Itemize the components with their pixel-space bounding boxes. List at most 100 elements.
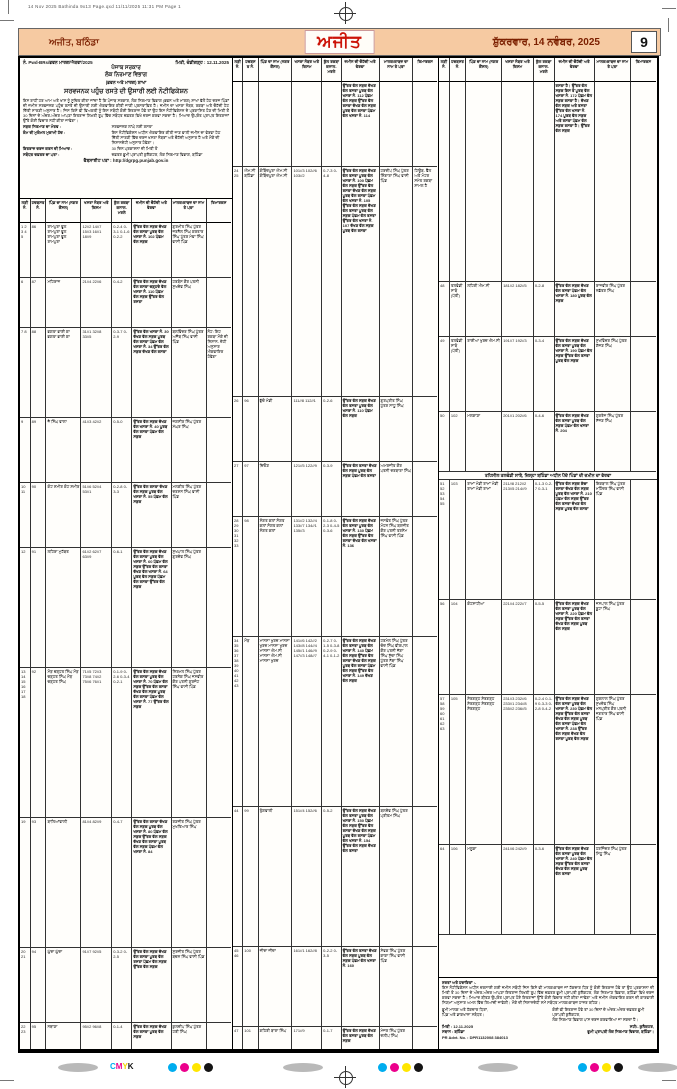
table-row: 22 23 95 ਨਥਾਣਾ 95//2 96//8 0-1-4 ਉੱਤਰ ਵੱਲ ਸੜਕ… xyxy=(20,1023,232,1049)
table-cell: 13 14 15 16 17 18 xyxy=(20,668,31,818)
column-right: ਲੜੀ ਨੰ. ਹਦਬਸਤ ਨੰ. ਪਿੰਡ ਦਾ ਨਾਮ (ਨਗਰ ਕੌਂਸਲ) ਖ… xyxy=(439,58,657,1049)
table-cell xyxy=(206,418,231,483)
table-cell: 106 xyxy=(449,845,467,935)
table-row: ਉੱਤਰ ਵੱਲ ਸੜਕ ਦੱਖਣ ਵੱਲ ਰਸਤਾ ਪੂਰਬ ਵੱਲ ਖਸਰਾ… xyxy=(233,82,438,167)
color-dot-mark xyxy=(180,1063,189,1072)
kv-value: ਇਸ ਨੋਟੀਫਿਕੇਸ਼ਨ ਅਧੀਨ ਐਕਵਾਇਰ ਕੀਤੀ ਜਾਣ ਵਾਲੀ… xyxy=(111,130,221,145)
color-dot-mark xyxy=(402,1063,411,1072)
table-cell: ਮੌੜ ਚੜ੍ਹਤ ਸਿੰਘ ਮੌੜ ਚੜ੍ਹਤ ਸਿੰਘ ਮੌੜ ਚੜ੍ਹਤ … xyxy=(46,668,82,818)
table-cell: ਰਾਮਪੁਰਾ ਫੂਲ ਰਾਮਪੁਰਾ ਫੂਲ ਰਾਮਪੁਰਾ ਫੂਲ ਰਾਮਪ… xyxy=(46,223,82,278)
table-cell: 0-2-4 0-3-1 0-1-6 0-2-2 xyxy=(112,223,133,278)
table-cell: 86 xyxy=(30,223,47,278)
table-cell: ਸੁਰਜੀਤ ਸਿੰਘ ਪੁੱਤਰ ਬਚਨ ਸਿੰਘ ਵਾਸੀ ਪਿੰਡ xyxy=(171,948,207,1023)
table-cell: 0-4-2 xyxy=(112,278,133,328)
table-row: 45 46 100 ਜੀਦਾ ਜੀਦਾ 161//1 162//8 0-2-2 0-3-… xyxy=(233,947,438,1027)
table-cell xyxy=(206,278,231,328)
table-cell: ਉੱਤਰ ਵੱਲ ਰਸਤਾ ਦੱਖਣ ਵੱਲ ਸੜਕ ਪੂਰਬ ਵੱਲ ਖਸਰਾ… xyxy=(132,483,172,548)
table-cell xyxy=(206,483,231,548)
crop-mark xyxy=(0,1080,14,1081)
table-cell: ਪਿੰਡ ਦਾ ਨਾਮ (ਨਗਰ ਕੌਂਸਲ) xyxy=(466,58,503,82)
signature-block: ਕੋਈ ਵੀ ਇਤਰਾਜ਼ ਹੋਵੇ ਤਾਂ 30 ਦਿਨਾਂ ਦੇ ਅੰਦਰ-… xyxy=(552,1007,654,1022)
table-cell: ਨਿਰਮਲ ਸਿੰਘ ਪੁੱਤਰ ਹਰਨੇਕ ਸਿੰਘ ਜਸਵੀਰ ਕੌਰ ਪਤ… xyxy=(171,668,207,818)
table-cell: 0-2-6 xyxy=(322,397,342,462)
table-cell: 0-3-2 0-2-5 xyxy=(112,948,133,1023)
table-cell: ਮਲਕੀਤ ਸਿੰਘ ਪੁੱਤਰ ਦਰਸ਼ਨ ਸਿੰਘ ਵਾਸੀ ਪਿੰਡ xyxy=(171,483,207,548)
table-cell xyxy=(413,637,437,807)
masthead-bar: ਅਜੀਤ, ਬਠਿੰਡਾ ਅਜੀਤ ਸ਼ੁੱਕਰਵਾਰ, 14 ਨਵੰਬਰ, 2… xyxy=(18,28,661,56)
table-row: 56 104 ਕੋਟਸ਼ਾਹੀਆ 221//4 222//7 0-5-5 ਉੱਤਰ ਵੱਲ… xyxy=(439,600,657,695)
notice-ref-no: ਨੰ. Pwd-BRs/ਭਵਨ ਮਾਰਗ/ਐਕਵਾ/2025 xyxy=(23,60,93,65)
table-cell: 101//3 102//6 103//2 xyxy=(292,167,323,397)
table-cell: 48 xyxy=(439,282,450,337)
table-cell: ਰਣਜੀਤ ਸਿੰਘ ਪੁੱਤਰ ਮੁਖਤਿਆਰ ਸਿੰਘ xyxy=(171,818,207,948)
table-cell: 89 xyxy=(30,418,47,483)
color-dot-mark xyxy=(204,1063,213,1072)
table-cell: 88 xyxy=(30,328,47,418)
table-cell: ਸੁਖਵਿੰਦਰ ਸਿੰਘ ਪੁੱਤਰ ਗੱਜਣ ਸਿੰਘ xyxy=(594,337,631,412)
table-cell: ਰਸਤਾ ਹੈ। ਉੱਤਰ ਵੱਲ ਸੜਕ ਇਸ ਤੋਂ ਪੂਰਬ ਵੱਲ ਖਸ… xyxy=(554,82,595,282)
table-cell: 10 11 xyxy=(20,483,31,548)
table-cell: ਇਕਬਾਲ ਸਿੰਘ ਪੁੱਤਰ ਮਹਿੰਦਰ ਸਿੰਘ ਵਾਸੀ ਪਿੰਡ xyxy=(594,480,631,600)
table-cell: 0-2-8 xyxy=(533,282,555,337)
table-cell: 0-1-9 0-2-6 0-3-4 0-2-1 xyxy=(112,668,133,818)
footer-date: ਮਿਤੀ : 12.11.2025 xyxy=(442,1024,474,1029)
table-cell: ਸੇਵਕ ਸਿੰਘ ਪੁੱਤਰ ਕਾਕਾ ਸਿੰਘ ਵਾਸੀ ਪਿੰਡ xyxy=(379,947,414,1027)
acquisition-table-left: ਲੜੀ ਨੰ. ਹਦਬਸਤ ਨੰ. ਪਿੰਡ ਦਾ ਨਾਮ (ਨਗਰ ਕੌਂਸਲ) ਖ… xyxy=(20,199,232,1049)
table-cell: ਉੱਤਰ ਵੱਲ ਸੜਕ ਦੱਖਣ ਵੱਲ ਰਸਤਾ ਪੂਰਬ ਵੱਲ ਖਸਰਾ… xyxy=(554,695,595,845)
table-cell: 57 58 59 60 61 62 63 xyxy=(439,695,450,845)
table-cell: 171//9 xyxy=(292,1027,323,1049)
table-cell: 9 xyxy=(20,418,31,483)
table-cell: 24 25 xyxy=(233,167,244,397)
table-cell: ਗੋਬਿੰਦਪੁਰਾ ਐਮ.ਸੀ ਗੋਬਿੰਦਪੁਰਾ ਐਮ.ਸੀ xyxy=(258,167,293,397)
color-dot-mark xyxy=(602,1063,611,1072)
table-cell: 0-4-6 xyxy=(533,412,555,472)
table-cell: ਉੱਤਰ ਵੱਲ ਰਸਤਾ ਦੱਖਣ ਵੱਲ ਸੜਕ ਪੂਰਬ ਵੱਲ ਸੜਕ … xyxy=(341,947,380,1027)
cmyk-calibration-strip: CMYK xyxy=(18,1062,677,1074)
table-cell: 7 8 xyxy=(20,328,31,418)
table-cell xyxy=(206,668,231,818)
pr-advt-number: PR Advt. No. : DPR1132008 384013 xyxy=(442,1035,508,1040)
crop-mark xyxy=(8,0,9,14)
dept-line: (ਭਵਨ ਅਤੇ ਮਾਰਗ) ਸ਼ਾਖਾ xyxy=(105,80,147,85)
table-cell: 95//2 96//8 xyxy=(81,1023,113,1049)
table-cell xyxy=(413,807,437,947)
table-cell: ਗੁਰਪ੍ਰੀਤ ਸਿੰਘ ਪੁੱਤਰ ਸਾਧੂ ਸਿੰਘ xyxy=(379,397,414,462)
table-row: 49 ਤਲਵੰਡੀ ਸਾਬੋ (ਪੱਤੀ) ਰਾਈਆ ਖੁਰਦ ਐਮ.ਸੀ 191//… xyxy=(439,337,657,412)
table-cell: 0-2-2 0-3-5 xyxy=(322,947,342,1027)
crop-mark xyxy=(668,18,669,32)
table-cell: ਤਲਵੰਡੀ ਸਾਬੋ (ਪੱਤੀ) xyxy=(449,337,467,412)
table-cell: 12//2 14//7 15//3 16//1 18//9 xyxy=(81,223,113,278)
table-cell: 191//7 192//3 xyxy=(502,337,534,412)
table-cell xyxy=(413,397,437,462)
table-cell xyxy=(413,947,437,1027)
table-cell: 141//6 142//2 143//8 144//4 145//1 146//… xyxy=(292,637,323,807)
table-cell: ਕੋਟ ਸ਼ਮੀਰ ਕੋਟ ਸ਼ਮੀਰ xyxy=(46,483,82,548)
gray-ellipse-mark xyxy=(283,1063,323,1072)
table-cell: 12 xyxy=(20,548,31,668)
table-cell: ਕੁੱਲ ਰਕਬਾ ਕਨਾਲ-ਮਰਲੇ xyxy=(533,58,555,82)
color-dot-mark xyxy=(390,1063,399,1072)
table-cell: ਖਸਰਾ ਨੰਬਰ ਅਤੇ ਕਿਸਮ xyxy=(81,199,113,223)
notice-kv-row: ਕੰਮ ਦੀ ਮੁਕੰਮਲ ਮੁਕਾਮੀ ਹੱਦ : ਇਸ ਨੋਟੀਫਿਕੇਸ਼ਨ… xyxy=(23,130,229,145)
table-row: 10 11 90 ਕੋਟ ਸ਼ਮੀਰ ਕੋਟ ਸ਼ਮੀਰ 51//6 52//4 53… xyxy=(20,483,232,548)
table-cell: ਖਸਰਾ ਨੰਬਰ ਅਤੇ ਕਿਸਮ xyxy=(292,58,323,82)
table-cell: ਉੱਤਰ ਵੱਲ ਸੜਕ ਦੱਖਣ ਵੱਲ ਰਸਤਾ ਪੂਰਬ ਵੱਲ ਖਸਰਾ… xyxy=(554,600,595,695)
table-cell: ਅਮਰਜੀਤ ਕੌਰ ਪਤਨੀ ਦਰਬਾਰਾ ਸਿੰਘ xyxy=(379,462,414,517)
table-cell: 0-1-4 xyxy=(112,1023,133,1049)
color-dot-mark xyxy=(192,1063,201,1072)
masthead-title-box: ਅਜੀਤ xyxy=(304,30,375,54)
table-cell: 0-3-9 xyxy=(322,462,342,517)
table-cell xyxy=(413,82,437,167)
table-row: 13 14 15 16 17 18 92 ਮੌੜ ਚੜ੍ਹਤ ਸਿੰਘ ਮੌੜ ਚੜ… xyxy=(20,668,232,818)
table-cell xyxy=(206,948,231,1023)
table-cell: ਮਲਕਾਣਾ xyxy=(466,412,503,472)
table-cell: ਹਦਬਸਤ ਨੰ. xyxy=(30,199,47,223)
crop-mark xyxy=(662,1080,676,1081)
table-cell: 51//6 52//4 53//1 xyxy=(81,483,113,548)
table-row: 7 8 88 ਭਗਤਾ ਭਾਈ ਕਾ ਭਗਤਾ ਭਾਈ ਕਾ 31//1 32//8 … xyxy=(20,328,232,418)
table-cell: ਮੌੜ xyxy=(243,637,259,807)
table-cell: 0-5-2 xyxy=(322,807,342,947)
color-dot-mark xyxy=(590,1063,599,1072)
signature-line: ਲੋਕ ਨਿਰਮਾਣ ਵਿਭਾਗ ਪਾਸ ਦਰਜ ਕਰਵਾਇਆ ਜਾ ਸਕਦਾ … xyxy=(552,1017,639,1022)
table-cell: ਜ਼ਮੀਨ ਦੀ ਚੌਹੱਦੀ ਅਤੇ ਵੇਰਵਾ xyxy=(554,58,595,82)
